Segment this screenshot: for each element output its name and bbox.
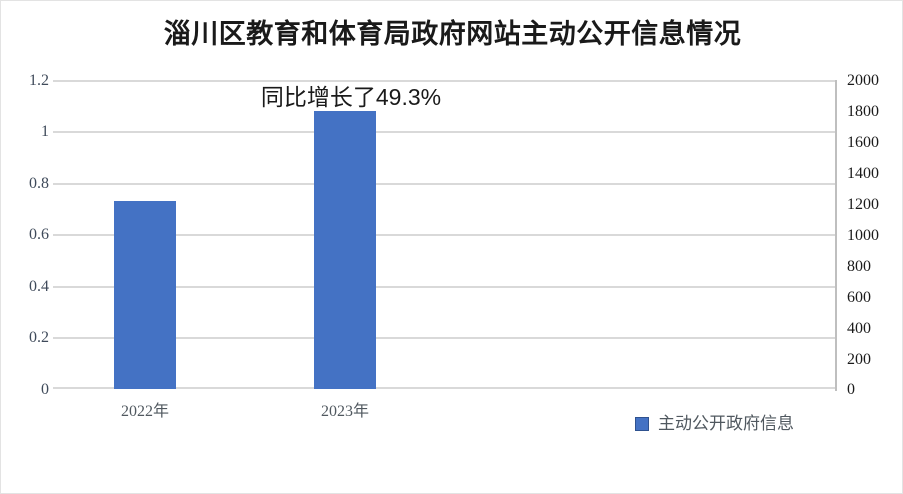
y-axis-left-tick: 0.2 xyxy=(29,329,49,346)
y-axis-right-tick: 1400 xyxy=(847,165,879,182)
legend-swatch-icon xyxy=(635,417,649,431)
legend: 主动公开政府信息 xyxy=(635,414,794,434)
gridline xyxy=(53,286,836,288)
x-axis-tick-2022: 2022年 xyxy=(120,403,169,420)
gridline xyxy=(53,80,836,82)
y-axis-right-tick: 1800 xyxy=(847,103,879,120)
y-axis-right-tick: 1200 xyxy=(847,196,879,213)
y-axis-right-tick: 2000 xyxy=(847,72,879,89)
gridline xyxy=(53,337,836,339)
x-axis-tick-2023: 2023年 xyxy=(320,403,369,420)
gridline xyxy=(53,131,836,133)
y-axis-left-tick: 1.2 xyxy=(29,72,49,89)
y-axis-right-tick: 1600 xyxy=(847,134,879,151)
y-axis-right-tick: 200 xyxy=(847,351,871,368)
growth-annotation: 同比增长了49.3% xyxy=(260,84,442,110)
y-axis-left-tick: 1 xyxy=(41,123,49,140)
bar-2023[interactable] xyxy=(314,111,376,389)
y-axis-left-tick: 0.4 xyxy=(29,278,49,295)
y-axis-right-tick: 600 xyxy=(847,289,871,306)
y-axis-right: 2000 1800 1600 1400 1200 1000 800 600 40… xyxy=(847,1,902,493)
y-axis-right-line xyxy=(835,80,837,391)
y-axis-right-tick: 400 xyxy=(847,320,871,337)
y-axis-left: 1.2 1 0.8 0.6 0.4 0.2 0 xyxy=(1,1,49,493)
y-axis-right-tick: 0 xyxy=(847,381,855,398)
legend-item-label: 主动公开政府信息 xyxy=(658,414,794,433)
y-axis-right-tick: 1000 xyxy=(847,227,879,244)
gridline xyxy=(53,234,836,236)
y-axis-left-tick: 0.6 xyxy=(29,226,49,243)
y-axis-left-tick: 0 xyxy=(41,381,49,398)
y-axis-left-tick: 0.8 xyxy=(29,175,49,192)
y-axis-right-tick: 800 xyxy=(847,258,871,275)
bar-2022[interactable] xyxy=(114,201,176,389)
chart-title: 淄川区教育和体育局政府网站主动公开信息情况 xyxy=(163,19,742,49)
gridline xyxy=(53,183,836,185)
plot-area xyxy=(53,80,836,389)
gridline xyxy=(53,387,836,389)
